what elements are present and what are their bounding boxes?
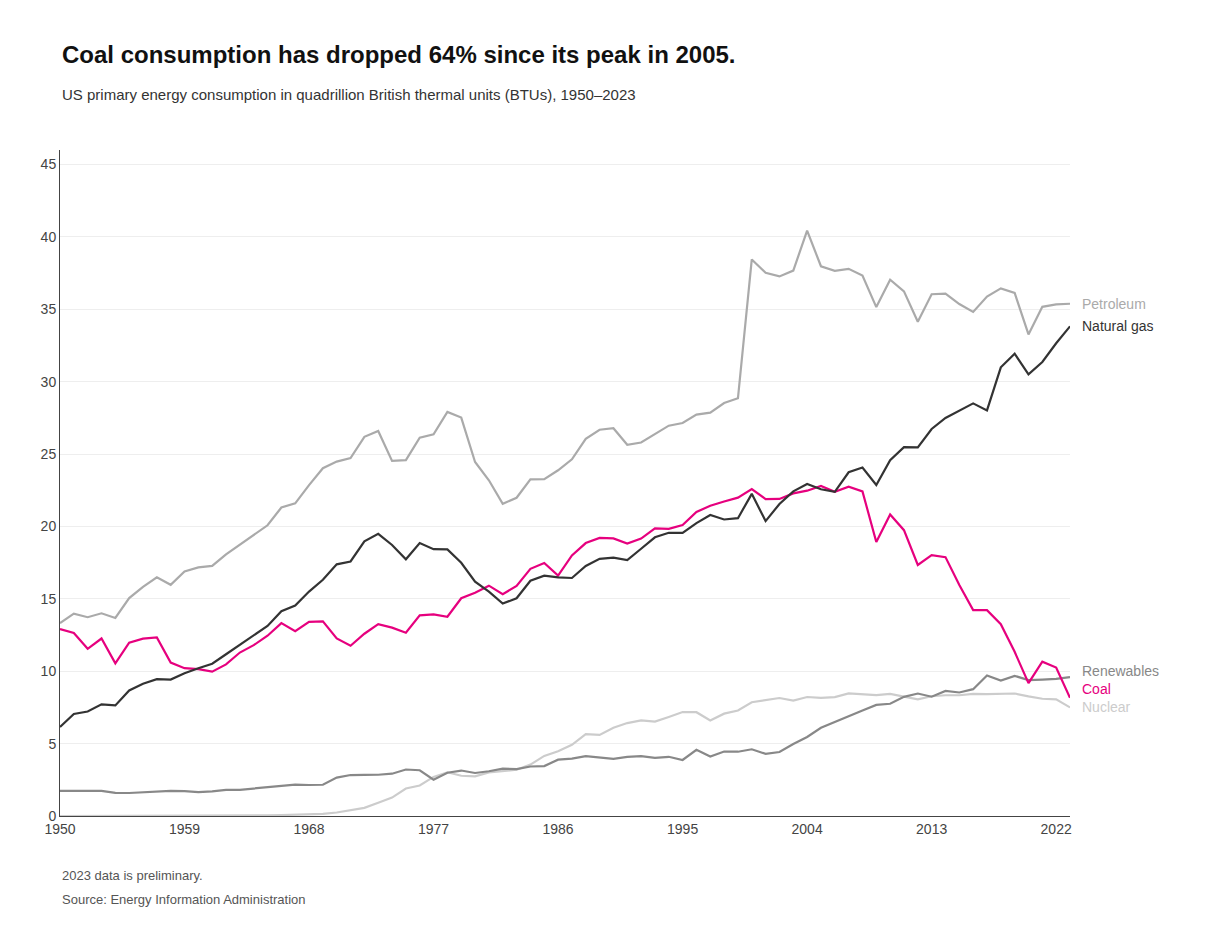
svg-text:20: 20 [41,518,57,534]
svg-text:5: 5 [48,736,56,752]
svg-text:0: 0 [48,808,56,824]
svg-text:1950: 1950 [44,821,75,837]
svg-text:Petroleum: Petroleum [1082,296,1146,312]
svg-text:2004: 2004 [792,821,823,837]
svg-text:1959: 1959 [169,821,200,837]
svg-text:1968: 1968 [293,821,324,837]
svg-text:2022: 2022 [1041,821,1072,837]
svg-text:35: 35 [41,301,57,317]
svg-text:Natural gas: Natural gas [1082,318,1154,334]
svg-text:Coal: Coal [1082,681,1111,697]
svg-text:45: 45 [41,156,57,172]
svg-text:1977: 1977 [418,821,449,837]
svg-text:2013: 2013 [916,821,947,837]
svg-text:1995: 1995 [667,821,698,837]
svg-text:Coal consumption has dropped 6: Coal consumption has dropped 64% since i… [62,41,736,68]
svg-text:15: 15 [41,591,57,607]
svg-text:2023 data is preliminary.: 2023 data is preliminary. [62,868,203,883]
svg-text:Renewables: Renewables [1082,663,1159,679]
svg-text:Source: Energy Information Adm: Source: Energy Information Administratio… [62,892,306,907]
svg-text:1986: 1986 [543,821,574,837]
svg-text:40: 40 [41,229,57,245]
svg-text:Nuclear: Nuclear [1082,699,1131,715]
svg-text:25: 25 [41,446,57,462]
svg-text:10: 10 [41,663,57,679]
svg-text:30: 30 [41,374,57,390]
svg-text:US primary energy consumption: US primary energy consumption in quadril… [62,86,636,103]
